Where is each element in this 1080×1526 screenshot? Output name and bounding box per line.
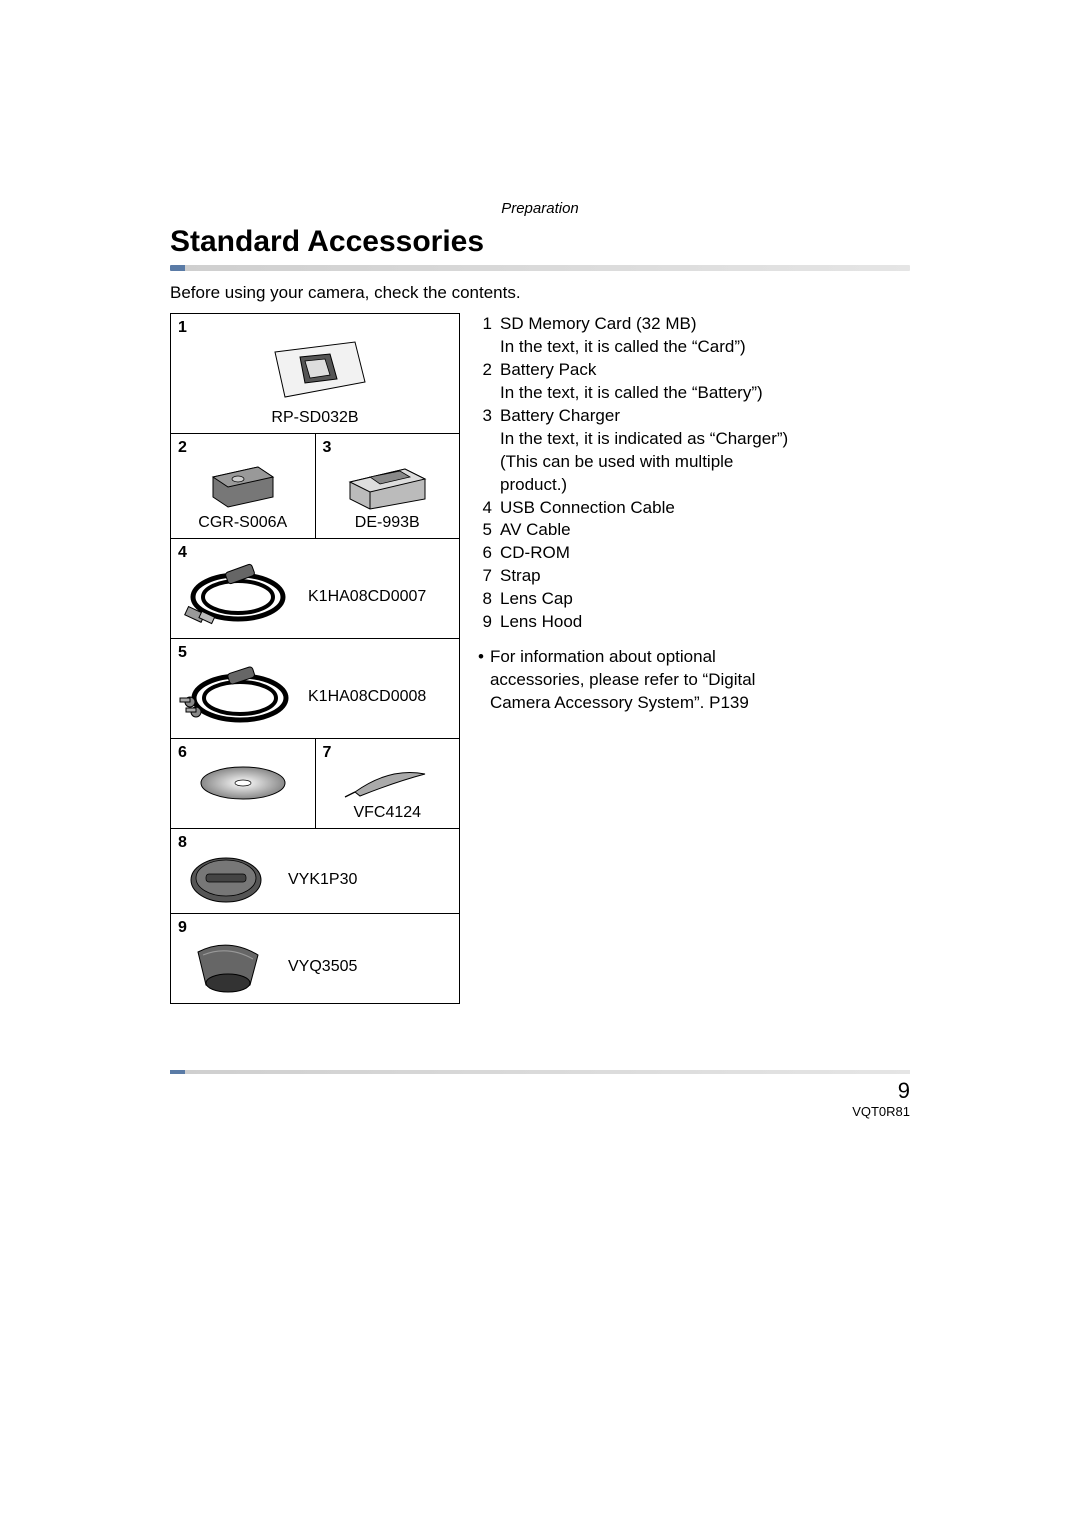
footer-rule — [170, 1070, 910, 1074]
list-item: 6 CD-ROM — [478, 542, 910, 565]
list-text: USB Connection Cable — [500, 497, 910, 520]
cell-8: 8 VYK1P30 — [171, 829, 460, 914]
av-cable-icon — [178, 662, 298, 732]
list-line: product.) — [500, 475, 567, 494]
list-num: 5 — [478, 519, 492, 542]
accessories-table-wrap: 1 RP-SD032B 2 — [170, 313, 460, 1004]
cell-num: 6 — [178, 744, 308, 762]
list-item: 3 Battery Charger In the text, it is ind… — [478, 405, 910, 497]
list-item: 7 Strap — [478, 565, 910, 588]
cell-7: 7 VFC4124 — [315, 739, 460, 829]
list-num: 3 — [478, 405, 492, 497]
page-number: 9 — [170, 1078, 910, 1104]
cell-9: 9 VYQ3505 — [171, 914, 460, 1004]
list-line: SD Memory Card (32 MB) — [500, 314, 696, 333]
part-number: VYK1P30 — [288, 871, 357, 889]
charger-icon — [340, 457, 435, 512]
list-item: 5 AV Cable — [478, 519, 910, 542]
bullet-text: For information about optional accessori… — [490, 646, 756, 715]
list-item: 8 Lens Cap — [478, 588, 910, 611]
cell-num: 7 — [323, 744, 453, 762]
usb-cable-icon — [178, 562, 298, 632]
part-number: RP-SD032B — [178, 409, 452, 427]
cell-6: 6 — [171, 739, 316, 829]
list-num: 2 — [478, 359, 492, 405]
accessories-list: 1 SD Memory Card (32 MB) In the text, it… — [478, 313, 910, 1004]
list-text: CD-ROM — [500, 542, 910, 565]
list-text: Lens Hood — [500, 611, 910, 634]
cd-rom-icon — [193, 762, 293, 804]
list-line: In the text, it is called the “Battery”) — [500, 383, 763, 402]
doc-code: VQT0R81 — [170, 1104, 910, 1119]
list-line: In the text, it is indicated as “Charger… — [500, 429, 788, 448]
sd-card-icon — [255, 337, 375, 407]
part-number: K1HA08CD0008 — [308, 688, 426, 706]
section-header: Preparation — [170, 200, 910, 217]
part-number: VFC4124 — [323, 804, 453, 822]
list-item: 2 Battery Pack In the text, it is called… — [478, 359, 910, 405]
cell-num: 2 — [178, 439, 308, 457]
battery-icon — [198, 457, 288, 512]
lens-cap-icon — [178, 852, 278, 907]
bullet-line: For information about optional — [490, 647, 716, 666]
cell-1: 1 RP-SD032B — [171, 314, 460, 434]
list-text: Battery Charger In the text, it is indic… — [500, 405, 910, 497]
bullet-line: accessories, please refer to “Digital — [490, 670, 756, 689]
list-text: SD Memory Card (32 MB) In the text, it i… — [500, 313, 910, 359]
list-num: 8 — [478, 588, 492, 611]
list-item: 1 SD Memory Card (32 MB) In the text, it… — [478, 313, 910, 359]
cell-num: 8 — [178, 834, 452, 852]
list-text: Strap — [500, 565, 910, 588]
part-number: VYQ3505 — [288, 958, 357, 976]
cell-num: 3 — [323, 439, 453, 457]
cell-num: 9 — [178, 919, 452, 937]
lens-hood-icon — [178, 937, 278, 997]
part-number: CGR-S006A — [178, 514, 308, 532]
list-text: AV Cable — [500, 519, 910, 542]
bullet-dot: • — [478, 646, 484, 715]
cell-2: 2 CGR-S006A — [171, 434, 316, 539]
cell-num: 4 — [178, 544, 452, 562]
content-columns: 1 RP-SD032B 2 — [170, 313, 910, 1004]
list-num: 6 — [478, 542, 492, 565]
bullet-line: Camera Accessory System”. P139 — [490, 693, 749, 712]
list-text: Battery Pack In the text, it is called t… — [500, 359, 910, 405]
list-num: 9 — [478, 611, 492, 634]
title-rule — [170, 265, 910, 271]
list-line: (This can be used with multiple — [500, 452, 733, 471]
page-footer: 9 VQT0R81 — [170, 1070, 910, 1119]
list-line: In the text, it is called the “Card”) — [500, 337, 746, 356]
list-item: 4 USB Connection Cable — [478, 497, 910, 520]
cell-num: 1 — [178, 319, 452, 337]
part-number: K1HA08CD0007 — [308, 588, 426, 606]
manual-page: Preparation Standard Accessories Before … — [170, 200, 910, 1004]
list-num: 4 — [478, 497, 492, 520]
page-title: Standard Accessories — [170, 225, 910, 259]
part-number: DE-993B — [323, 514, 453, 532]
list-num: 1 — [478, 313, 492, 359]
list-line: Battery Charger — [500, 406, 620, 425]
list-num: 7 — [478, 565, 492, 588]
note-bullet: • For information about optional accesso… — [478, 646, 910, 715]
strap-icon — [340, 762, 435, 802]
list-line: Battery Pack — [500, 360, 596, 379]
list-text: Lens Cap — [500, 588, 910, 611]
accessories-table: 1 RP-SD032B 2 — [170, 313, 460, 1004]
cell-5: 5 K1HA08CD0008 — [171, 639, 460, 739]
list-item: 9 Lens Hood — [478, 611, 910, 634]
intro-text: Before using your camera, check the cont… — [170, 283, 910, 303]
cell-num: 5 — [178, 644, 452, 662]
cell-3: 3 DE-993B — [315, 434, 460, 539]
cell-4: 4 K1HA08CD0007 — [171, 539, 460, 639]
